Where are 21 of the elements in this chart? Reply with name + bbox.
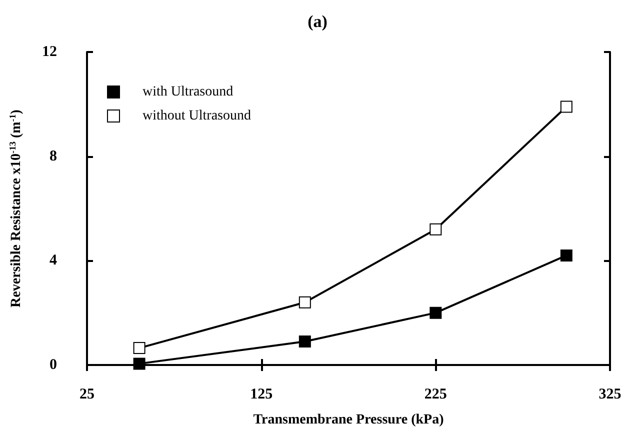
x-tick-label: 325 — [598, 386, 622, 402]
point — [298, 336, 311, 348]
chart-title: (a) — [308, 12, 328, 31]
x-axis-title: Transmembrane Pressure (kPa) — [253, 412, 444, 428]
y-axis-title: Reversible Resistance x10-13 (m-1) — [8, 109, 24, 308]
point — [430, 306, 442, 319]
y-tick-label: 0 — [50, 357, 57, 373]
point — [560, 100, 572, 113]
y-tick-label: 8 — [50, 148, 57, 164]
x-tick-label: 225 — [424, 386, 447, 402]
point — [133, 358, 146, 370]
point — [298, 296, 311, 308]
point — [430, 223, 442, 236]
point — [560, 249, 572, 262]
legend-label: with Ultrasound — [142, 84, 234, 100]
x-tick-label: 125 — [250, 386, 273, 402]
y-tick-label: 12 — [42, 44, 57, 60]
y-tick-label: 4 — [50, 252, 58, 269]
x-tick-label: 25 — [80, 386, 94, 402]
point — [133, 342, 146, 354]
legend-label: without Ultrasound — [142, 108, 251, 124]
